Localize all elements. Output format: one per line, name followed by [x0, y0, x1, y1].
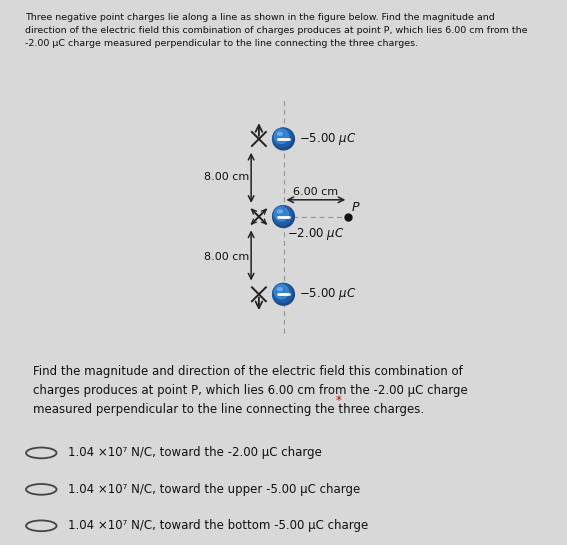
Circle shape — [273, 128, 292, 147]
Text: 1.04 ×10⁷ N/C, toward the -2.00 μC charge: 1.04 ×10⁷ N/C, toward the -2.00 μC charg… — [69, 446, 323, 459]
Circle shape — [273, 128, 294, 150]
Ellipse shape — [277, 288, 282, 290]
Text: 1.04 ×10⁷ N/C, toward the upper -5.00 μC charge: 1.04 ×10⁷ N/C, toward the upper -5.00 μC… — [69, 483, 361, 496]
Text: 1.04 ×10⁷ N/C, toward the bottom -5.00 μC charge: 1.04 ×10⁷ N/C, toward the bottom -5.00 μ… — [69, 519, 369, 532]
Ellipse shape — [277, 132, 282, 135]
Circle shape — [273, 206, 292, 225]
Circle shape — [273, 283, 292, 302]
Text: P: P — [352, 201, 359, 214]
Ellipse shape — [277, 210, 282, 213]
Circle shape — [273, 283, 294, 305]
Text: $-2.00\ \mu C$: $-2.00\ \mu C$ — [287, 226, 345, 241]
Text: 8.00 cm: 8.00 cm — [204, 252, 249, 262]
Text: 8.00 cm: 8.00 cm — [204, 172, 249, 181]
Circle shape — [274, 284, 289, 299]
Text: $-5.00\ \mu C$: $-5.00\ \mu C$ — [298, 131, 356, 147]
Text: *: * — [336, 395, 342, 408]
Text: Find the magnitude and direction of the electric field this combination of
charg: Find the magnitude and direction of the … — [33, 365, 468, 416]
Circle shape — [273, 206, 294, 227]
Text: 6.00 cm: 6.00 cm — [293, 187, 338, 197]
Text: $-5.00\ \mu C$: $-5.00\ \mu C$ — [298, 286, 356, 302]
Circle shape — [274, 207, 289, 221]
Text: Three negative point charges lie along a line as shown in the figure below. Find: Three negative point charges lie along a… — [25, 13, 527, 47]
Circle shape — [274, 129, 289, 143]
